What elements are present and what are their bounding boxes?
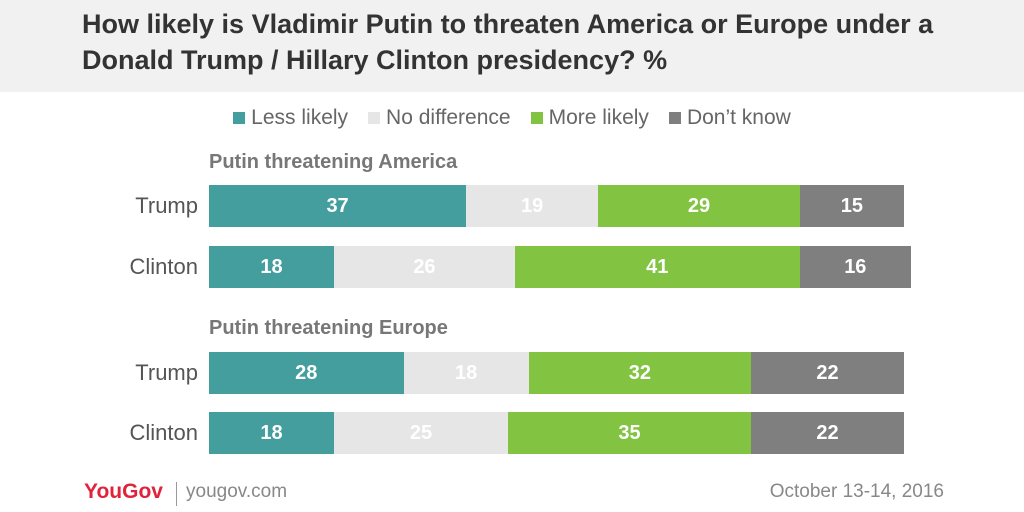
footer-date: October 13-14, 2016 (769, 481, 944, 502)
bar-america-clinton-value-label-no-difference: 26 (413, 255, 436, 278)
legend-label-less-likely: Less likely (251, 106, 349, 129)
bar-america-trump-segment-dont-know: 15 (799, 185, 904, 227)
row-label-europe-clinton: Clinton (129, 420, 198, 445)
bar-america-clinton-value-label-more-likely: 41 (646, 255, 669, 278)
bar-europe-trump-value-label-less-likely: 28 (295, 361, 318, 384)
row-label-europe-trump: Trump (135, 360, 198, 385)
bar-europe-clinton-value-label-dont-know: 22 (816, 421, 839, 444)
bar-europe-clinton-segment-dont-know: 22 (751, 412, 904, 454)
bar-europe-clinton-segment-more-likely: 35 (507, 412, 752, 454)
bar-europe-trump-value-label-more-likely: 32 (628, 361, 651, 384)
bar-europe-clinton-value-label-less-likely: 18 (260, 421, 283, 444)
group-title-europe: Putin threatening Europe (209, 317, 448, 339)
group-title-america: Putin threatening America (209, 151, 458, 173)
footer-divider (176, 482, 177, 506)
bar-america-trump-value-label-dont-know: 15 (840, 194, 863, 217)
legend-item-dont-know: Don’t know (668, 106, 791, 130)
row-label-america-clinton: Clinton (129, 254, 198, 279)
bar-america-trump-segment-no-difference: 19 (466, 185, 599, 227)
bar-europe-clinton-segment-no-difference: 25 (334, 412, 508, 454)
bar-america-clinton-segment-dont-know: 16 (799, 246, 911, 288)
bar-europe-trump-segment-dont-know: 22 (751, 352, 904, 394)
row-label-america-trump: Trump (135, 193, 198, 218)
bar-america-trump-value-label-no-difference: 19 (521, 194, 544, 217)
bar-america-clinton-segment-less-likely: 18 (209, 246, 335, 288)
footer-site: yougov.com (186, 481, 288, 502)
bar-europe-trump-segment-less-likely: 28 (209, 352, 404, 394)
bar-europe-clinton-segment-less-likely: 18 (209, 412, 335, 454)
bar-america-trump-segment-less-likely: 37 (209, 185, 467, 227)
bar-america-clinton-value-label-less-likely: 18 (260, 255, 283, 278)
bar-america-clinton-segment-more-likely: 41 (514, 246, 800, 288)
legend-label-dont-know: Don’t know (686, 106, 791, 129)
legend-swatch-more-likely (530, 112, 543, 124)
legend-item-less-likely: Less likely (233, 106, 348, 130)
bar-america-trump: 37 19 29 15 (209, 185, 904, 227)
bar-america-trump-value-label-less-likely: 37 (326, 194, 349, 217)
legend: Less likely No difference More likely Do… (0, 104, 1024, 132)
bar-europe-trump-segment-more-likely: 32 (528, 352, 752, 394)
bar-europe-clinton: 18 25 35 22 (209, 412, 904, 454)
bar-europe-trump-value-label-dont-know: 22 (816, 361, 839, 384)
legend-swatch-less-likely (233, 112, 246, 124)
legend-swatch-dont-know (668, 112, 681, 124)
bar-america-clinton-value-label-dont-know: 16 (844, 255, 867, 278)
bar-america-trump-segment-more-likely: 29 (598, 185, 800, 227)
chart-title: How likely is Vladimir Putin to threaten… (82, 9, 934, 75)
legend-item-no-difference: No difference (368, 106, 511, 130)
legend-label-more-likely: More likely (548, 106, 649, 129)
bar-america-clinton-segment-no-difference: 26 (334, 246, 515, 288)
header-band: How likely is Vladimir Putin to threaten… (0, 0, 1024, 92)
yougov-logo: YouGov (84, 480, 163, 503)
bar-europe-clinton-value-label-no-difference: 25 (409, 421, 433, 444)
legend-item-more-likely: More likely (530, 106, 649, 130)
bar-europe-trump: 28 18 32 22 (209, 352, 904, 394)
legend-label-no-difference: No difference (386, 106, 511, 129)
bar-europe-trump-segment-no-difference: 18 (403, 352, 529, 394)
bar-europe-trump-value-label-no-difference: 18 (455, 361, 478, 384)
legend-swatch-no-difference (368, 112, 381, 124)
bar-america-trump-value-label-more-likely: 29 (687, 194, 711, 217)
bar-america-clinton: 18 26 41 16 (209, 246, 911, 288)
bar-europe-clinton-value-label-more-likely: 35 (618, 421, 641, 444)
